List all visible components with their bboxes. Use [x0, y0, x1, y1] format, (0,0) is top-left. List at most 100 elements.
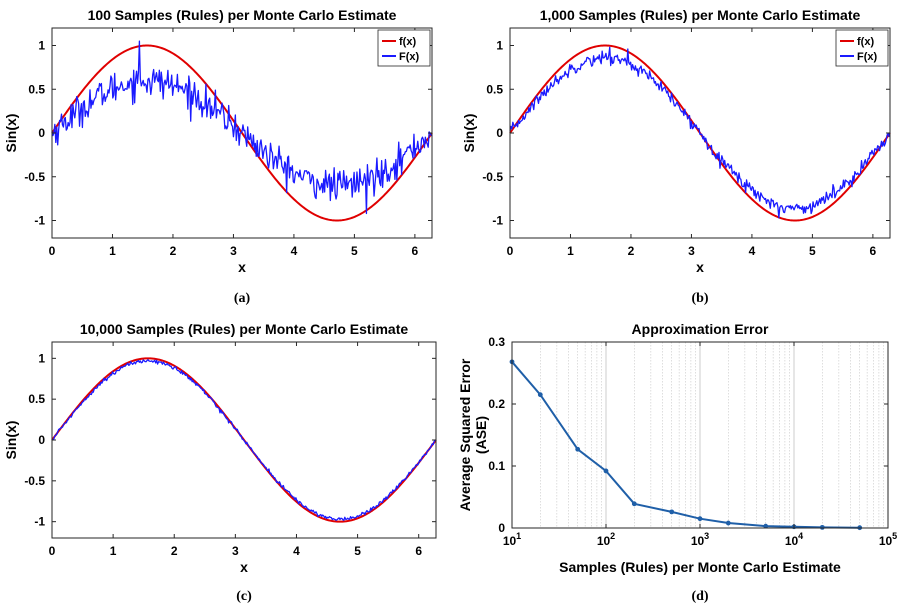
- error-point: [819, 524, 825, 530]
- series-f-line: [51, 44, 433, 222]
- y-tick-label: 1: [38, 39, 45, 53]
- y-tick-label: 0: [496, 126, 503, 140]
- legend-label: f(x): [399, 36, 416, 48]
- legend: f(x) F(x): [835, 29, 889, 67]
- y-tick-label: 0.5: [28, 392, 45, 406]
- x-tick-label: 105: [879, 531, 897, 548]
- x-tick-label: 6: [415, 544, 422, 558]
- panel-letter: (c): [236, 589, 252, 604]
- x-tick-label: 2: [170, 244, 177, 258]
- x-tick-label: 3: [688, 244, 695, 258]
- x-axis-label: x: [238, 259, 246, 275]
- legend-label: F(x): [399, 51, 420, 63]
- chart-title: 1,000 Samples (Rules) per Monte Carlo Es…: [540, 7, 861, 23]
- x-tick-exponent: 4: [798, 531, 803, 541]
- y-tick-label: 0.1: [488, 459, 505, 473]
- error-line: [511, 361, 860, 529]
- series-F-line: [51, 40, 433, 215]
- x-tick-base: 10: [597, 534, 611, 548]
- y-tick-label: -0.5: [482, 170, 503, 184]
- y-tick-label: 0.5: [486, 82, 503, 96]
- panel-c: 0 1 2 3 4 5 6 -1 -0.5 0 0.5 1 10,000 Samples (Rules)…: [3, 321, 437, 604]
- x-tick-exponent: 2: [610, 531, 615, 541]
- x-tick-label: 0: [507, 244, 514, 258]
- y-tick-label: -0.5: [24, 474, 45, 488]
- panel-letter: (a): [234, 291, 251, 306]
- chart-title: 100 Samples (Rules) per Monte Carlo Esti…: [88, 7, 397, 23]
- chart-title: 10,000 Samples (Rules) per Monte Carlo E…: [80, 321, 409, 337]
- y-tick-label: 0: [498, 521, 505, 535]
- x-tick-base: 10: [879, 534, 893, 548]
- x-tick-label: 4: [291, 244, 298, 258]
- error-point: [697, 516, 703, 522]
- legend-label: F(x): [857, 51, 878, 63]
- legend-box: [377, 29, 431, 67]
- y-tick-label: 1: [496, 39, 503, 53]
- legend: f(x) F(x): [377, 29, 431, 67]
- y-axis-label: Sin(x): [3, 421, 19, 460]
- y-tick-label: -1: [492, 214, 503, 228]
- x-tick-label: 6: [412, 244, 419, 258]
- x-tick-label: 2: [171, 544, 178, 558]
- error-point: [537, 392, 543, 398]
- x-tick-label: 3: [230, 244, 237, 258]
- x-tick-label: 4: [293, 544, 300, 558]
- x-axis-label: x: [240, 559, 248, 575]
- panel-letter: (b): [691, 291, 708, 306]
- x-tick-label: 103: [691, 531, 709, 548]
- x-axis-label: Samples (Rules) per Monte Carlo Estimate: [559, 559, 841, 575]
- x-tick-label: 0: [49, 544, 56, 558]
- error-point: [725, 520, 731, 526]
- error-point: [763, 523, 769, 529]
- x-tick-exponent: 3: [704, 531, 709, 541]
- x-tick-base: 10: [691, 534, 705, 548]
- x-tick-base: 10: [785, 534, 799, 548]
- x-tick-label: 102: [597, 531, 615, 548]
- x-tick-label: 6: [870, 244, 877, 258]
- x-tick-label: 5: [809, 244, 816, 258]
- x-tick-exponent: 1: [516, 531, 521, 541]
- x-tick-label: 1: [110, 544, 117, 558]
- y-tick-label: 0: [38, 126, 45, 140]
- x-tick-label: 5: [354, 544, 361, 558]
- x-tick-label: 3: [232, 544, 239, 558]
- y-tick-label: 0.2: [488, 397, 505, 411]
- y-tick-label: -1: [34, 214, 45, 228]
- y-tick-label: 0.5: [28, 82, 45, 96]
- error-point: [603, 468, 609, 474]
- x-tick-label: 101: [503, 531, 521, 548]
- x-tick-label: 4: [749, 244, 756, 258]
- panel-a: 0 1 2 3 4 5 6 -1 -0.5 0 0.5 1 100 Samples (Rules) pe…: [3, 7, 433, 306]
- x-tick-label: 5: [351, 244, 358, 258]
- error-point: [575, 446, 581, 452]
- y-axis-label: Sin(x): [3, 114, 19, 153]
- series-F-line: [51, 359, 437, 521]
- legend-box: [835, 29, 889, 67]
- y-tick-label: 1: [38, 351, 45, 365]
- panel-b: 0 1 2 3 4 5 6 -1 -0.5 0 0.5 1 1,000 Samples (Rules) …: [461, 7, 891, 306]
- x-axis-label: x: [696, 259, 704, 275]
- y-axis-label: Average Squared Error: [457, 358, 473, 511]
- y-tick-label: 0.3: [488, 335, 505, 349]
- chart-title: Approximation Error: [632, 321, 769, 337]
- y-axis-label: Sin(x): [461, 114, 477, 153]
- error-point: [669, 509, 675, 515]
- x-tick-label: 2: [628, 244, 635, 258]
- panel-letter: (d): [691, 589, 708, 604]
- error-point: [631, 501, 637, 507]
- x-tick-base: 10: [503, 534, 517, 548]
- legend-label: f(x): [857, 36, 874, 48]
- x-tick-label: 1: [567, 244, 574, 258]
- y-tick-label: -0.5: [24, 170, 45, 184]
- x-tick-label: 104: [785, 531, 803, 548]
- x-tick-label: 0: [49, 244, 56, 258]
- x-tick-label: 1: [109, 244, 116, 258]
- series-F-line: [509, 46, 891, 219]
- y-axis-label: (ASE): [473, 416, 489, 454]
- y-tick-label: 0: [38, 433, 45, 447]
- y-tick-label: -1: [34, 515, 45, 529]
- x-tick-exponent: 5: [892, 531, 897, 541]
